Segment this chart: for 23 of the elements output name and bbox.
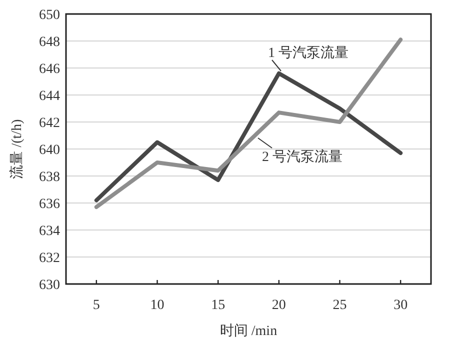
x-tick-label: 10	[150, 298, 164, 313]
x-tick-label: 20	[272, 298, 286, 313]
y-tick-label: 646	[39, 62, 60, 77]
y-tick-label: 640	[39, 143, 60, 158]
y-tick-label: 644	[39, 89, 60, 104]
y-tick-label: 632	[39, 251, 60, 266]
x-tick-label: 15	[211, 298, 226, 313]
y-tick-label: 650	[39, 8, 60, 23]
x-tick-label: 30	[394, 298, 408, 313]
line-series	[94, 71, 403, 202]
y-tick-label: 648	[39, 35, 60, 50]
y-tick-label: 642	[39, 116, 60, 131]
y-tick-label: 638	[39, 170, 60, 185]
y-axis-title: 流量 /(t/h)	[9, 118, 25, 179]
y-tick-label: 634	[39, 224, 60, 239]
y-tick-label: 636	[39, 197, 60, 212]
x-tick-label: 25	[332, 298, 347, 313]
series-label: 2 号汽泵流量	[262, 149, 342, 165]
series-label: 1 号汽泵流量	[268, 45, 348, 61]
x-tick-label: 5	[92, 298, 100, 313]
x-axis-title: 时间 /min	[220, 323, 278, 339]
line-series	[94, 38, 403, 210]
y-tick-label: 630	[39, 278, 60, 293]
